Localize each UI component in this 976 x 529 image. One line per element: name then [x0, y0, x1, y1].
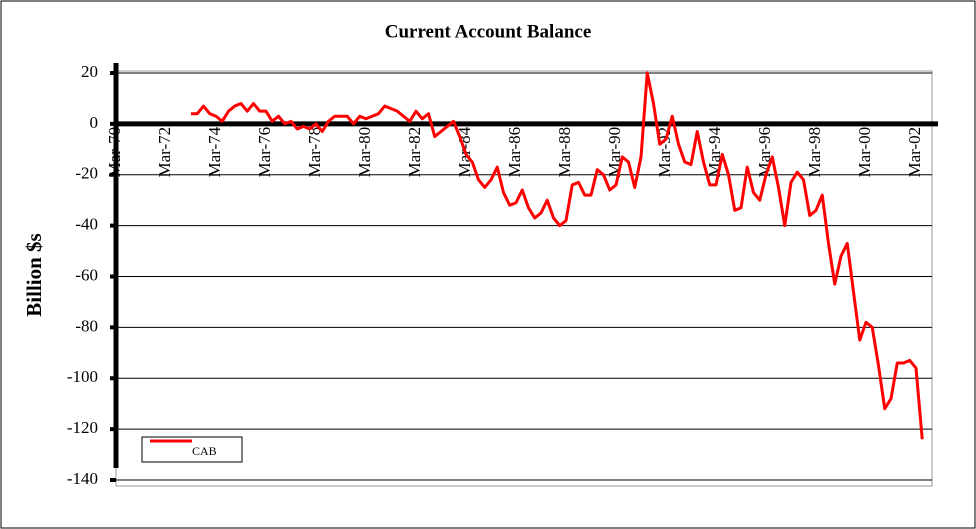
y-tick-label: -40	[75, 215, 98, 234]
x-tick-label: Mar-82	[405, 127, 424, 178]
y-tick-label: -60	[75, 265, 98, 284]
y-tick-label: 20	[81, 62, 98, 81]
y-tick-label: -20	[75, 164, 98, 183]
y-axis-label: Billion $s	[22, 233, 46, 316]
x-tick-label: Mar-90	[605, 127, 624, 178]
x-tick-label: Mar-94	[705, 126, 724, 177]
x-tick-label: Mar-80	[355, 127, 374, 178]
x-tick-label: Mar-98	[805, 127, 824, 178]
series-line	[191, 71, 924, 440]
x-tick-label: Mar-72	[155, 127, 174, 178]
x-tick-label: Mar-00	[855, 127, 874, 178]
legend-label: CAB	[192, 444, 217, 458]
x-tick-label: Mar-86	[505, 127, 524, 178]
x-tick-label: Mar-70	[105, 127, 124, 178]
y-tick-label: 0	[90, 113, 99, 132]
x-tick-label: Mar-96	[755, 127, 774, 178]
x-tick-label: Mar-76	[255, 127, 274, 178]
x-tick-label: Mar-02	[905, 127, 924, 178]
x-tick-label: Mar-78	[305, 127, 324, 178]
x-tick-label: Mar-88	[555, 127, 574, 178]
y-tick-label: -140	[67, 469, 98, 488]
y-tick-label: -100	[67, 367, 98, 386]
y-tick-label: -120	[67, 418, 98, 437]
x-tick-label: Mar-74	[205, 126, 224, 177]
y-tick-label: -80	[75, 316, 98, 335]
chart-title: Current Account Balance	[385, 21, 592, 42]
